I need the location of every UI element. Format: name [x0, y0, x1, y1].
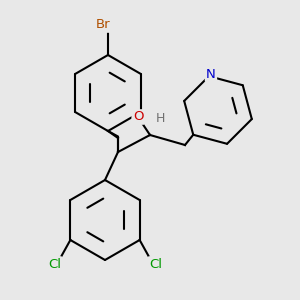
- Text: Br: Br: [96, 19, 110, 32]
- Text: N: N: [206, 68, 216, 81]
- Text: H: H: [155, 112, 165, 125]
- Text: O: O: [133, 110, 143, 124]
- Text: Cl: Cl: [149, 257, 162, 271]
- Text: Cl: Cl: [48, 257, 61, 271]
